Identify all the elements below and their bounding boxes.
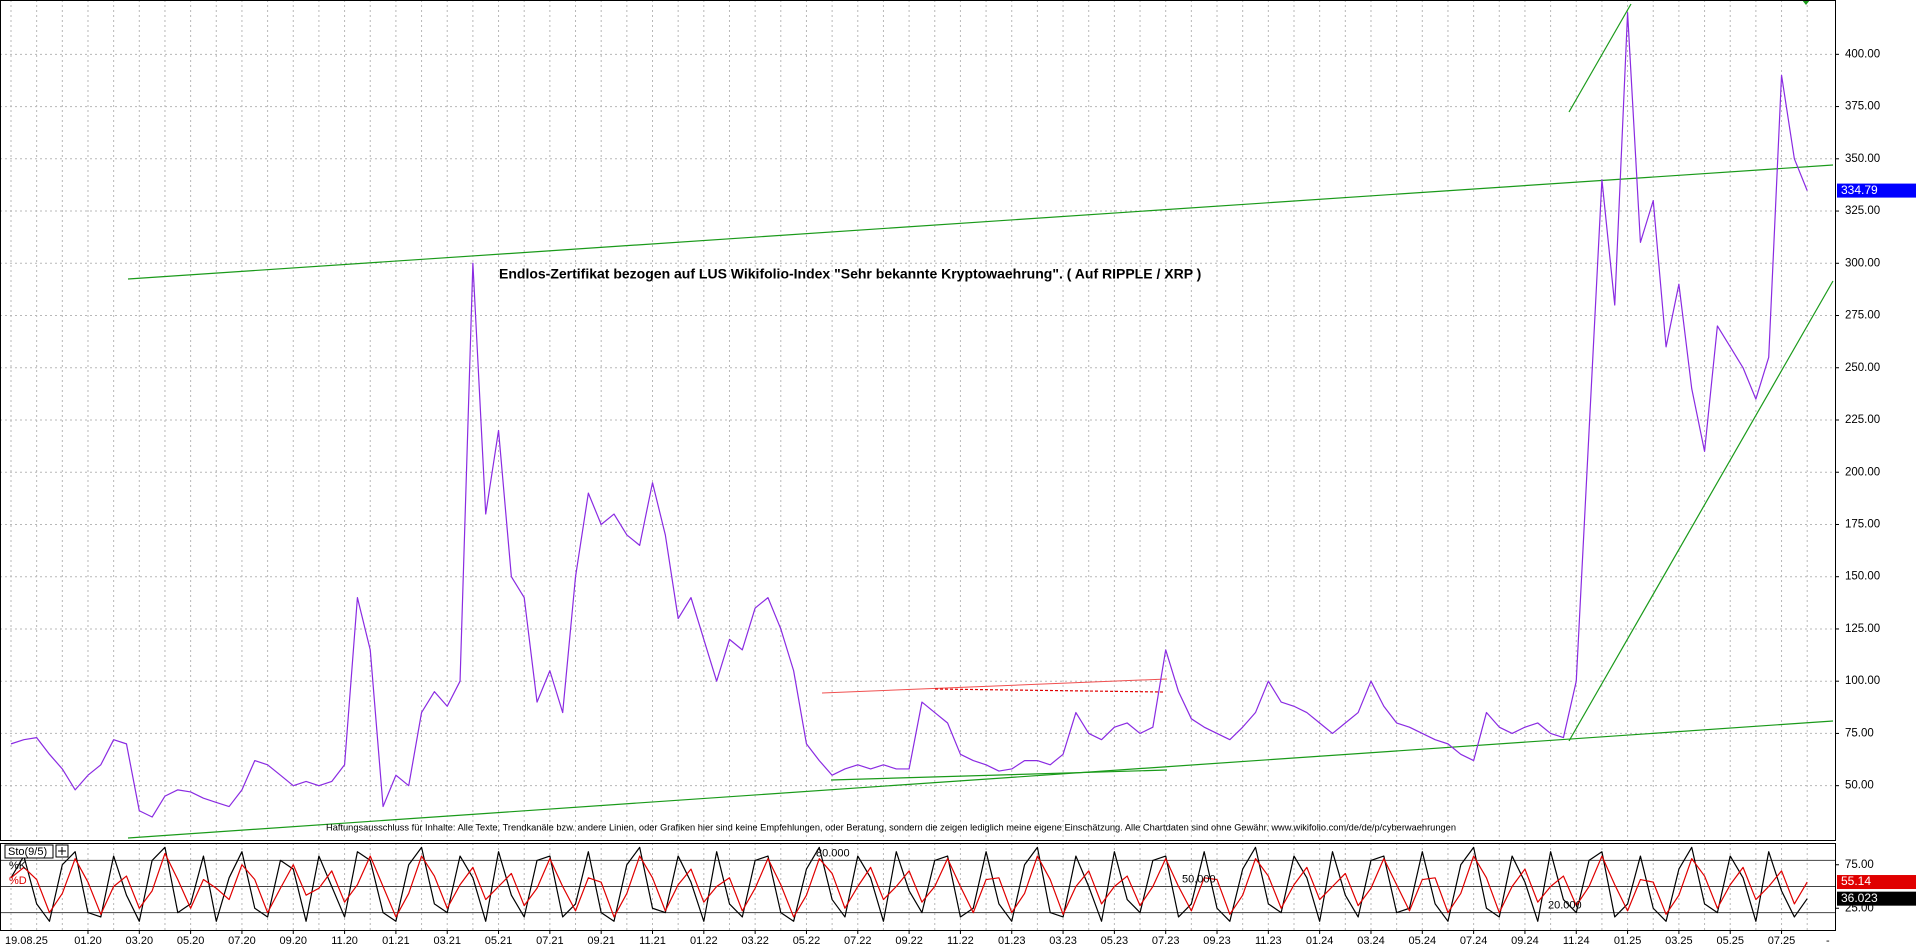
legend-entry: %K <box>9 860 27 872</box>
x-tick-label: 11.22 <box>947 935 974 947</box>
y-tick-label: 250.00 <box>1845 362 1880 374</box>
x-tick-label: 07.23 <box>1152 935 1180 947</box>
x-tick-label: 01.24 <box>1306 935 1334 947</box>
trend-line <box>830 769 1168 781</box>
scroll-marker: - <box>1826 935 1830 947</box>
trend-line <box>127 164 1834 280</box>
trend-lines <box>127 0 1834 839</box>
y-tick-label: 225.00 <box>1845 414 1880 426</box>
y-tick-label: 300.00 <box>1845 257 1880 269</box>
x-tick-label: 01.20 <box>74 935 102 947</box>
value-box <box>1837 183 1916 198</box>
date-label: 19.08.25 <box>5 935 48 947</box>
x-tick-label: 03.25 <box>1665 935 1693 947</box>
x-tick-label: 07.20 <box>228 935 256 947</box>
x-tick-label: 03.22 <box>741 935 769 947</box>
x-tick-label: 11.21 <box>639 935 666 947</box>
y-tick-label: 175.00 <box>1845 519 1880 531</box>
x-tick-label: 05.21 <box>485 935 513 947</box>
x-tick-label: 01.23 <box>998 935 1026 947</box>
level-label: 80.000 <box>816 847 850 859</box>
x-tick-label: 07.24 <box>1460 935 1488 947</box>
x-tick-label: 07.22 <box>844 935 872 947</box>
indicator-box <box>4 844 54 859</box>
series-line <box>10 852 1808 918</box>
x-tick-label: 05.22 <box>793 935 821 947</box>
x-tick-label: 09.20 <box>279 935 307 947</box>
y-tick-label: 375.00 <box>1845 101 1880 113</box>
x-tick-label: 09.22 <box>895 935 923 947</box>
x-tick-label: 11.23 <box>1255 935 1282 947</box>
x-tick-label: 03.20 <box>126 935 154 947</box>
x-tick-label: 05.23 <box>1101 935 1129 947</box>
x-tick-label: 03.23 <box>1049 935 1077 947</box>
trend-line <box>127 720 1834 839</box>
x-tick-label: 05.25 <box>1716 935 1744 947</box>
level-label: 50.000 <box>1182 873 1216 885</box>
trend-line <box>1568 3 1632 113</box>
x-tick-label: 05.20 <box>177 935 205 947</box>
value-label: 55.14 <box>1841 874 1871 888</box>
value-label: 36.023 <box>1841 891 1878 905</box>
marker <box>1802 0 1810 5</box>
plot <box>10 11 1808 922</box>
y-tick-label: 100.00 <box>1845 675 1880 687</box>
disclaimer: Haftungsausschluss für Inhalte: Alle Tex… <box>326 823 1456 834</box>
add-icon <box>58 847 66 855</box>
indicator-label: Sto(9/5) <box>8 846 47 858</box>
x-tick-label: 11.20 <box>331 935 358 947</box>
x-tick-label: 09.23 <box>1203 935 1231 947</box>
trend-line <box>821 678 1168 694</box>
y-tick-label: 150.00 <box>1845 571 1880 583</box>
x-tick-label: 05.24 <box>1409 935 1437 947</box>
series-line <box>10 11 1808 818</box>
series-line <box>10 846 1808 922</box>
y-tick-label: 400.00 <box>1845 48 1880 60</box>
value-box <box>1837 875 1916 890</box>
x-tick-label: 11.24 <box>1563 935 1590 947</box>
y-tick-label: 350.00 <box>1845 153 1880 165</box>
x-tick-label: 03.21 <box>433 935 461 947</box>
indicator-panel-border <box>0 843 1836 931</box>
x-tick-label: 09.21 <box>587 935 615 947</box>
value-box <box>1837 891 1916 906</box>
level-label: 20.000 <box>1548 900 1582 912</box>
value-label: 334.79 <box>1841 183 1878 197</box>
grid <box>0 0 1835 930</box>
x-tick-label: 01.25 <box>1614 935 1642 947</box>
y2-tick-label: 75.00 <box>1845 859 1874 871</box>
y-tick-label: 275.00 <box>1845 310 1880 322</box>
y-tick-label: 50.00 <box>1845 780 1874 792</box>
x-tick-label: 07.25 <box>1768 935 1796 947</box>
x-tick-label: 09.24 <box>1511 935 1539 947</box>
x-tick-label: 01.21 <box>382 935 410 947</box>
trend-line <box>934 688 1164 693</box>
y-tick-label: 75.00 <box>1845 727 1874 739</box>
x-tick-label: 03.24 <box>1357 935 1385 947</box>
y-tick-label: 325.00 <box>1845 205 1880 217</box>
trend-line <box>1568 280 1834 742</box>
y-tick-label: 125.00 <box>1845 623 1880 635</box>
x-tick-label: 07.21 <box>536 935 564 947</box>
annotation: Endlos-Zertifikat bezogen auf LUS Wikifo… <box>499 266 1201 282</box>
x-tick-label: 01.22 <box>690 935 718 947</box>
y-tick-label: 200.00 <box>1845 466 1880 478</box>
legend-entry: %D <box>9 875 27 887</box>
